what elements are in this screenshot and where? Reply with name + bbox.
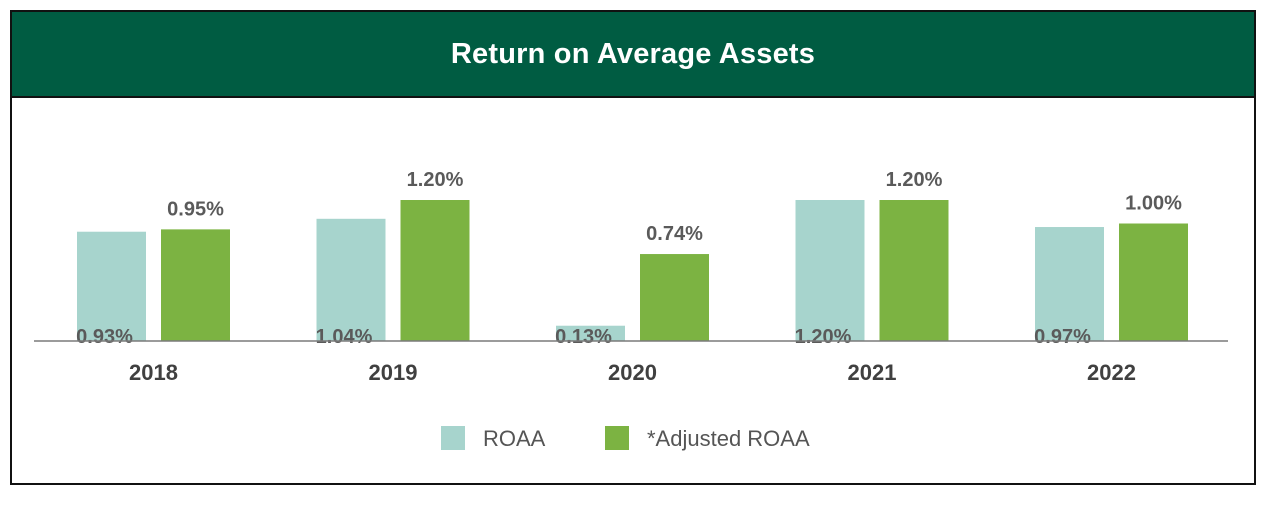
legend-label-roaa: ROAA	[483, 426, 546, 451]
adjusted-roaa-label-2020: 0.74%	[646, 223, 703, 245]
chart-title: Return on Average Assets	[450, 37, 816, 70]
roaa-bar-2019	[316, 218, 386, 341]
adjusted-roaa-bar-2018	[161, 229, 230, 341]
x-tick-label-2019: 2019	[369, 360, 418, 385]
legend-swatch-roaa	[441, 426, 465, 450]
adjusted-roaa-label-2019: 1.20%	[407, 169, 464, 191]
adjusted-roaa-bar-2021	[879, 200, 949, 341]
roaa-label-2020: 0.13%	[555, 326, 612, 348]
adjusted-roaa-label-2018: 0.95%	[167, 198, 224, 220]
adjusted-roaa-label-2021: 1.20%	[886, 169, 943, 191]
x-tick-label-2018: 2018	[129, 360, 178, 385]
x-tick-label-2021: 2021	[848, 360, 897, 385]
adjusted-roaa-label-2022: 1.00%	[1125, 193, 1182, 215]
roaa-label-2019: 1.04%	[316, 326, 373, 348]
roaa-label-2022: 0.97%	[1034, 326, 1091, 348]
adjusted-roaa-bar-2022	[1119, 223, 1188, 341]
roaa-label-2021: 1.20%	[795, 326, 852, 348]
roaa-bar-2020	[556, 325, 625, 341]
legend-label-adjusted-roaa: *Adjusted ROAA	[647, 426, 810, 451]
x-tick-label-2022: 2022	[1087, 360, 1136, 385]
adjusted-roaa-bar-2019	[400, 200, 470, 341]
x-tick-label-2020: 2020	[608, 360, 657, 385]
roaa-bar-2022	[1035, 227, 1104, 341]
chart-header: Return on Average Assets	[12, 12, 1254, 98]
legend-swatch-adjusted-roaa	[605, 426, 629, 450]
roaa-bar-2018	[77, 231, 146, 341]
roaa-label-2018: 0.93%	[76, 326, 133, 348]
roaa-bar-2021	[795, 200, 865, 341]
adjusted-roaa-bar-2020	[640, 254, 709, 341]
